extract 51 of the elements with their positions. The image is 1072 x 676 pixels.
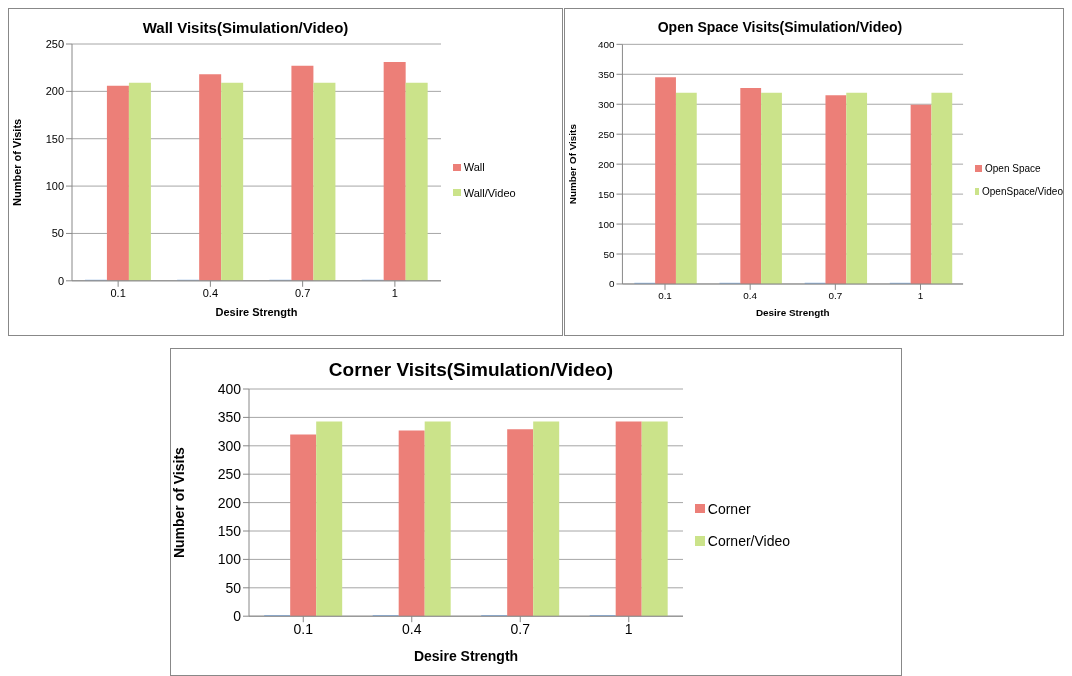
x-tick-label: 0.7 [294, 286, 311, 299]
y-tick-label: 300 [598, 98, 615, 110]
y-tick-label: 200 [217, 494, 242, 511]
x-tick-label: 0.7 [510, 621, 531, 638]
chart-title: Wall Visits(Simulation/Video) [141, 19, 350, 36]
y-axis-title: Number of Visits [10, 118, 23, 207]
chart-title: Corner Visits(Simulation/Video) [327, 359, 615, 381]
y-tick-label: 150 [217, 522, 242, 539]
x-tick-label: 1 [917, 289, 924, 301]
x-tick-label: 0.4 [743, 289, 758, 301]
y-tick-label: 250 [217, 466, 242, 483]
y-tick-label: 50 [603, 248, 615, 260]
y-tick-label: 50 [51, 227, 64, 240]
y-tick-label: 350 [217, 409, 242, 426]
y-tick-label: 150 [45, 132, 64, 145]
y-tick-label: 200 [45, 85, 64, 98]
x-tick-label: 0.1 [658, 289, 673, 301]
y-tick-label: 200 [598, 158, 615, 170]
y-tick-label: 300 [217, 437, 242, 454]
y-tick-label: 0 [609, 278, 615, 290]
x-tick-label: 0.1 [293, 621, 314, 638]
y-axis-title: Number Of Visits [567, 123, 579, 205]
legend-label: Wall [463, 161, 485, 174]
chart-title: Open Space Visits(Simulation/Video) [656, 19, 904, 35]
x-axis-title: Desire Strength [215, 306, 298, 318]
legend-label: Wall/Video [463, 186, 516, 199]
y-tick-label: 0 [57, 274, 64, 287]
y-tick-label: 400 [598, 38, 615, 50]
x-axis-title: Desire Strength [413, 648, 519, 664]
y-tick-label: 400 [217, 380, 242, 397]
x-tick-label: 0.4 [402, 621, 422, 638]
y-tick-label: 100 [45, 179, 64, 192]
x-tick-label: 0.4 [202, 286, 219, 299]
y-tick-label: 0 [233, 608, 242, 625]
legend-label: Corner [707, 500, 751, 517]
legend-label: Open Space [985, 163, 1041, 174]
x-tick-label: 1 [391, 286, 398, 299]
y-tick-label: 150 [598, 188, 615, 200]
y-tick-label: 250 [598, 128, 615, 140]
y-tick-label: 350 [598, 68, 615, 80]
y-tick-label: 50 [225, 579, 242, 596]
y-tick-label: 100 [217, 551, 242, 568]
x-tick-label: 0.1 [110, 286, 126, 299]
x-tick-label: 0.7 [828, 289, 843, 301]
legend-label: Corner/Video [707, 533, 791, 550]
x-tick-label: 1 [624, 621, 633, 638]
y-tick-label: 250 [45, 37, 64, 50]
y-tick-label: 100 [598, 218, 615, 230]
legend-label: OpenSpace/Video [982, 186, 1063, 197]
y-axis-title: Number of Visits [170, 446, 187, 559]
x-axis-title: Desire Strength [755, 306, 830, 318]
